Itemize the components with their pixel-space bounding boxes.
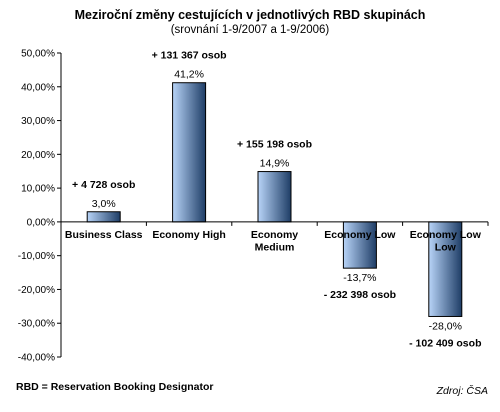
y-tick-label: -20,00% bbox=[18, 285, 55, 296]
annotation-label: + 131 367 osob bbox=[152, 50, 227, 62]
bar bbox=[428, 221, 463, 317]
x-axis: Business Class Economy High Economy Medium E… bbox=[60, 221, 489, 254]
footer-note: RBD = Reservation Booking Designator bbox=[16, 381, 214, 393]
y-tick-label: 20,00% bbox=[21, 150, 55, 161]
data-label: -28,0% bbox=[429, 320, 462, 332]
bar bbox=[86, 211, 121, 223]
chart-subtitle: (srovnání 1-9/2007 a 1-9/2006) bbox=[171, 24, 330, 36]
source-label: Zdroj: ČSA bbox=[436, 384, 488, 397]
data-label: -13,7% bbox=[343, 272, 376, 284]
y-axis: 50,00% 40,00% 30,00% 20,00% 10,00% 0,00% -10,0… bbox=[18, 49, 62, 364]
x-tick-label: Economy High bbox=[152, 229, 226, 241]
x-tick-label: Economy Medium bbox=[251, 229, 298, 254]
y-tick-label: 30,00% bbox=[21, 116, 55, 127]
y-tick-label: -40,00% bbox=[18, 353, 55, 364]
annotation-label: - 102 409 osob bbox=[409, 337, 481, 349]
x-tick-label: Economy Low bbox=[324, 229, 396, 241]
bar bbox=[257, 171, 292, 223]
y-tick-label: 40,00% bbox=[21, 82, 55, 93]
y-tick-label: -30,00% bbox=[18, 319, 55, 330]
y-tick-label: 10,00% bbox=[21, 184, 55, 195]
data-label: 14,9% bbox=[260, 158, 290, 170]
y-tick-label: 0,00% bbox=[27, 217, 55, 228]
x-tick-label: Economy Low Low bbox=[410, 229, 482, 254]
chart-title: Meziroční změny cestujících v jednotlivý… bbox=[75, 8, 426, 22]
bar bbox=[342, 221, 377, 269]
y-tick-label: -10,00% bbox=[18, 251, 55, 262]
bar bbox=[172, 82, 207, 223]
annotation-label: - 232 398 osob bbox=[324, 289, 396, 301]
y-tick-label: 50,00% bbox=[21, 49, 55, 60]
data-label: 3,0% bbox=[92, 198, 116, 210]
x-tick-label: Business Class bbox=[65, 229, 143, 241]
annotation-label: + 4 728 osob bbox=[72, 179, 135, 191]
data-label: 41,2% bbox=[174, 69, 204, 81]
bars-group: 3,0% + 4 728 osob 41,2% + 131 367 osob 14,9%… bbox=[72, 50, 481, 350]
annotation-label: + 155 198 osob bbox=[237, 139, 312, 151]
